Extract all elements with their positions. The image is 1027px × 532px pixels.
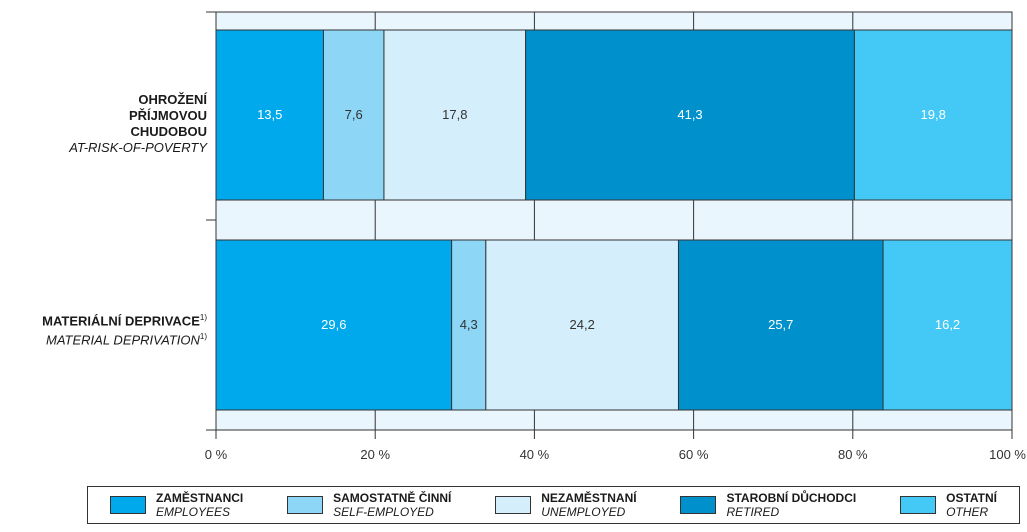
- bar-segment: [215, 29, 324, 201]
- legend-label: ZAMĚSTNANCI EMPLOYEES: [156, 491, 243, 519]
- legend-label-en: OTHER: [946, 505, 989, 519]
- legend-swatch: [900, 496, 937, 514]
- bar-segment: [322, 29, 385, 201]
- bar-segment: [853, 29, 1013, 201]
- x-tick-label: 0 %: [205, 447, 228, 462]
- legend-label-en: SELF-EMPLOYED: [333, 505, 434, 519]
- data-label: 29,6: [321, 317, 346, 332]
- legend-label-en: UNEMPLOYED: [541, 505, 626, 519]
- data-label: 17,8: [442, 107, 467, 122]
- bar-segment: [215, 239, 453, 411]
- legend: ZAMĚSTNANCI EMPLOYEES SAMOSTATNĚ ČINNÍ SELF…: [87, 486, 1020, 524]
- legend-label-cz: STAROBNÍ DŮCHODCI: [726, 491, 857, 505]
- x-tick-label: 100 %: [989, 447, 1026, 462]
- data-label: 4,3: [460, 317, 478, 332]
- x-tick-label: 40 %: [520, 447, 550, 462]
- legend-item: SAMOSTATNĚ ČINNÍ SELF-EMPLOYED: [287, 491, 451, 519]
- data-label: 13,5: [257, 107, 282, 122]
- legend-label-cz: SAMOSTATNĚ ČINNÍ: [333, 491, 452, 505]
- footnote-mark: 1): [199, 332, 207, 342]
- legend-swatch: [680, 496, 717, 514]
- data-label: 16,2: [935, 317, 960, 332]
- legend-swatch: [495, 496, 532, 514]
- stacked-bar-chart: 13,5 7,6 17,8 41,3 19,8 29,6 4,3 24,2 25,7 16,2 0 …: [205, 11, 1026, 462]
- category-label-deprivation: MATERIÁLNÍ DEPRIVACE1) MATERIAL DEPRIVAT…: [42, 310, 207, 349]
- legend-item: OSTATNÍ OTHER: [900, 491, 997, 519]
- data-label: 24,2: [570, 317, 595, 332]
- legend-swatch: [109, 496, 146, 514]
- x-tick-label: 80 %: [838, 447, 868, 462]
- data-label: 41,3: [677, 107, 702, 122]
- category-name-en: AT-RISK-OF-POVERTY: [69, 140, 207, 155]
- bar-segment: [383, 29, 527, 201]
- legend-swatch: [287, 496, 324, 514]
- x-tick-label: 20 %: [360, 447, 390, 462]
- legend-item: ZAMĚSTNANCI EMPLOYEES: [109, 491, 243, 519]
- bar-segment: [451, 239, 487, 411]
- grid-band: [215, 199, 1013, 241]
- category-name: MATERIÁLNÍ DEPRIVACE: [42, 313, 200, 329]
- legend-label-cz: ZAMĚSTNANCI: [155, 491, 244, 505]
- x-tick-label: 60 %: [679, 447, 709, 462]
- bar-segment: [485, 239, 679, 411]
- bar-segment: [677, 239, 884, 411]
- footnote-mark: 1): [199, 313, 207, 322]
- category-name-en: MATERIAL DEPRIVATION: [46, 332, 200, 348]
- grid-band: [215, 11, 1013, 31]
- legend-label-en: EMPLOYEES: [155, 505, 230, 519]
- legend-label-cz: OSTATNÍ: [946, 491, 997, 505]
- grid-band: [215, 409, 1013, 431]
- legend-label: NEZAMĚSTNANÍ UNEMPLOYED: [541, 491, 636, 519]
- legend-label: STAROBNÍ DŮCHODCI RETIRED: [726, 491, 856, 519]
- category-name: OHROŽENÍ PŘÍJMOVOU CHUDOBOU: [128, 92, 207, 139]
- bar-segment: [525, 29, 855, 201]
- category-label-poverty: OHROŽENÍ PŘÍJMOVOU CHUDOBOU AT-RISK-OF-P…: [67, 92, 207, 156]
- legend-item: STAROBNÍ DŮCHODCI RETIRED: [680, 491, 856, 519]
- legend-label-cz: NEZAMĚSTNANÍ: [541, 491, 637, 505]
- bar-segment: [882, 239, 1013, 411]
- legend-item: NEZAMĚSTNANÍ UNEMPLOYED: [495, 491, 637, 519]
- data-label: 25,7: [768, 317, 793, 332]
- legend-label: OSTATNÍ OTHER: [946, 491, 997, 519]
- data-label: 19,8: [921, 107, 946, 122]
- legend-label-en: RETIRED: [726, 505, 780, 519]
- data-label: 7,6: [345, 107, 363, 122]
- legend-label: SAMOSTATNĚ ČINNÍ SELF-EMPLOYED: [333, 491, 451, 519]
